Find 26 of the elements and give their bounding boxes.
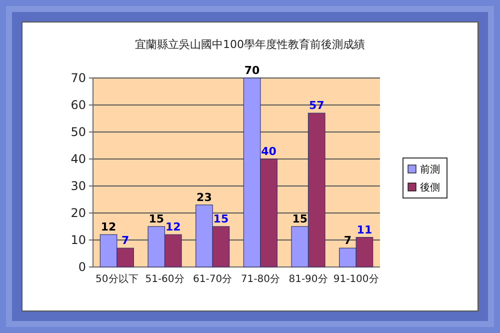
x-tick-label: 81-90分 (288, 273, 328, 285)
legend-label: 後側 (420, 182, 440, 194)
x-tick-label: 51-60分 (145, 273, 184, 285)
y-tick-label: 60 (70, 98, 86, 112)
x-tick-label: 61-70分 (193, 273, 232, 285)
y-tick-label: 20 (70, 206, 86, 220)
x-tick-label: 50分以下 (96, 273, 138, 285)
data-label: 12 (100, 220, 116, 234)
chart-title: 宜蘭縣立吳山國中100學年度性教育前後測成績 (135, 38, 365, 51)
x-tick-label: 71-80分 (240, 273, 280, 285)
y-tick-label: 0 (78, 260, 86, 274)
data-label: 15 (213, 212, 229, 226)
y-tick-label: 10 (70, 233, 86, 248)
x-tick-label: 91-100分 (333, 273, 379, 285)
y-tick-label: 70 (70, 71, 86, 86)
data-label: 23 (196, 190, 212, 204)
data-label: 12 (165, 220, 181, 234)
data-label: 15 (292, 212, 308, 226)
data-label: 11 (356, 223, 372, 236)
data-label: 70 (244, 64, 260, 77)
data-label: 40 (261, 145, 277, 158)
y-tick-label: 40 (70, 152, 86, 166)
y-tick-label: 50 (70, 125, 86, 140)
y-tick-label: 30 (70, 179, 86, 194)
legend-label: 前測 (420, 164, 440, 176)
data-label: 15 (148, 212, 164, 226)
